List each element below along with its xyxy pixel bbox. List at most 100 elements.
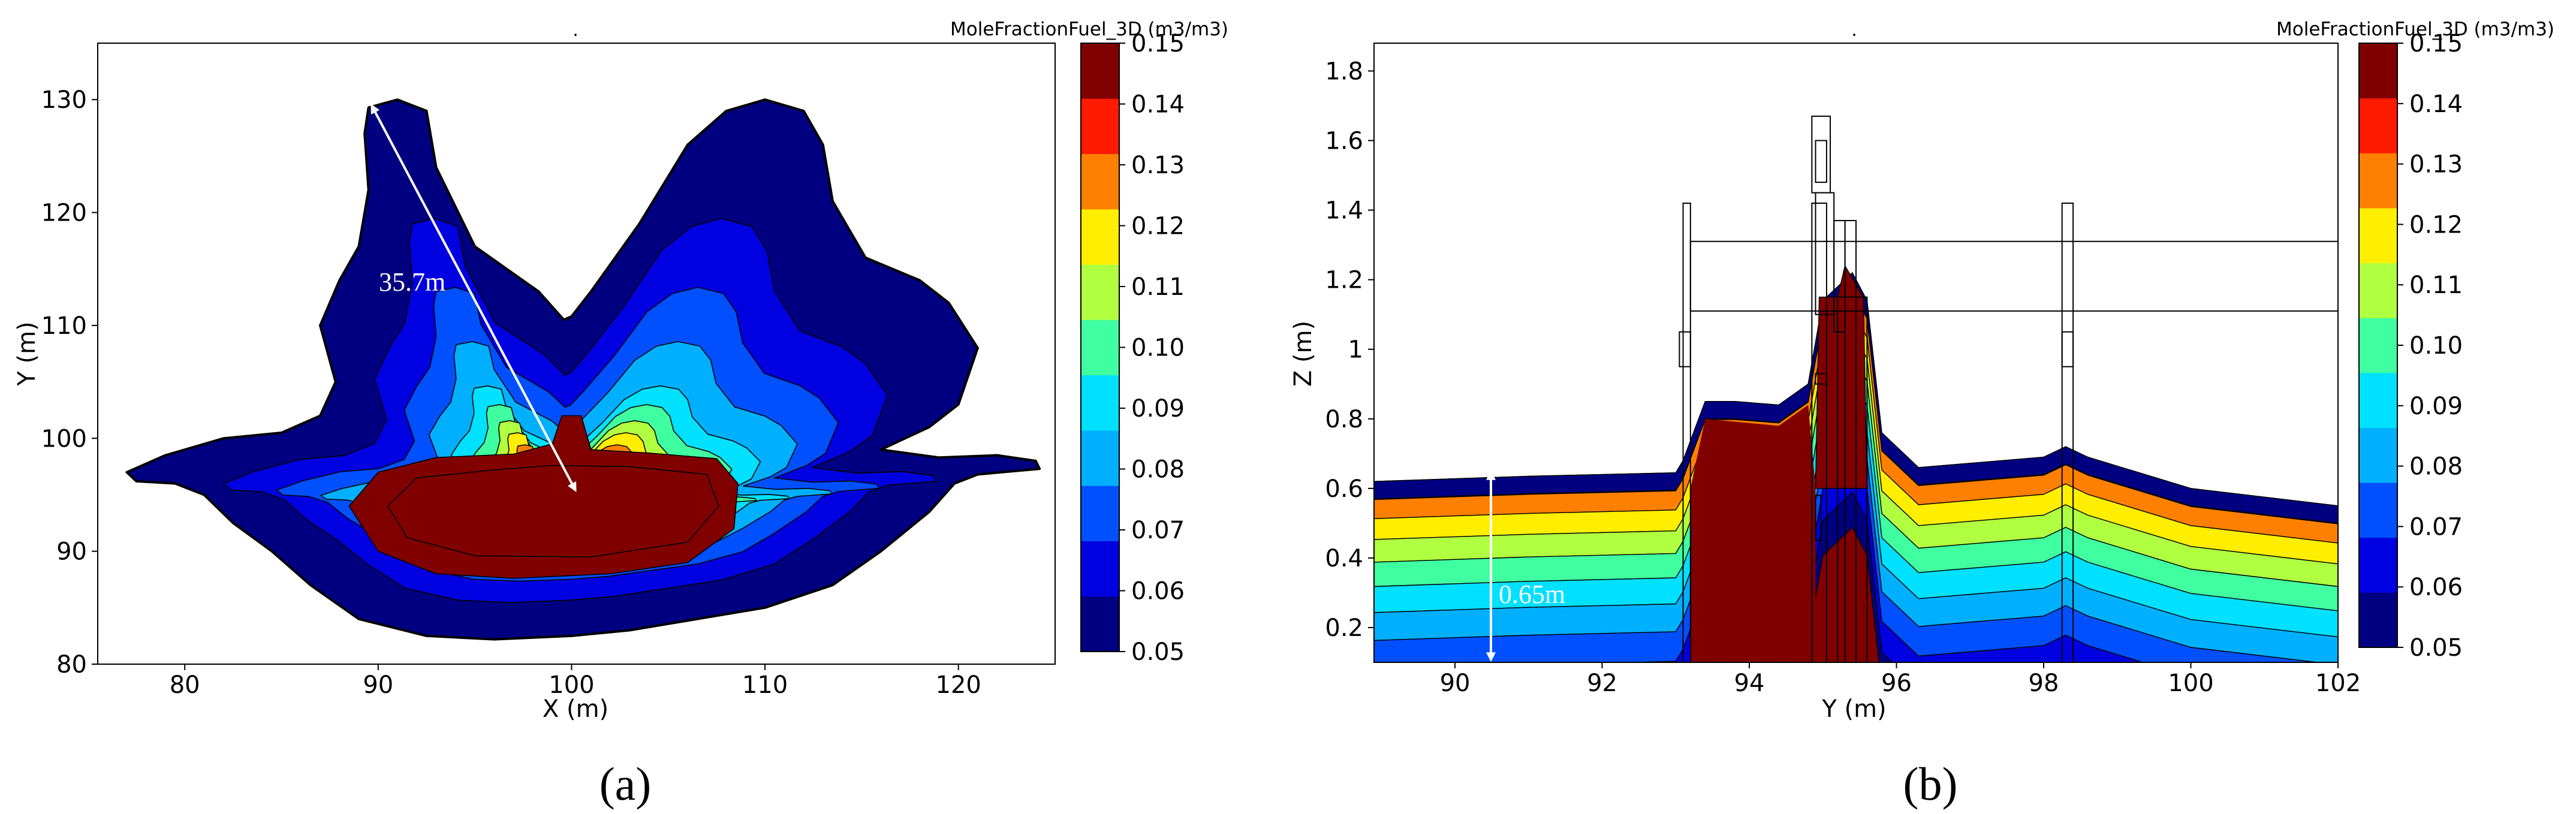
panel-a-y-tick-label: 120 <box>41 200 87 227</box>
panel-b-colorbar-swatch <box>2359 207 2397 264</box>
panel-b-structure-rect <box>1844 219 1857 662</box>
panel-b-structure-rect <box>1679 331 1691 367</box>
panel-a-title: . <box>573 20 579 41</box>
panel-a-y-tick-label: 100 <box>41 425 87 453</box>
panel-a-colorbar-swatch <box>1081 153 1119 210</box>
panel-b-label: (b) <box>1903 758 1958 810</box>
panel-a-x-tick-label: 100 <box>549 671 594 699</box>
distance-annotation: 35.7m <box>379 267 445 297</box>
panel-b-structure-outline <box>1679 115 2338 662</box>
panel-b-axes: 90 92 94 96 98 100 102 0.2 0.4 0.6 0.8 1 1.2 1.4 1.6 1.… <box>1325 58 2361 697</box>
panel-a-colorbar-swatch <box>1081 375 1119 431</box>
panel-a-axes: 80 90 100 110 120 80 90 100 110 120 130 <box>41 86 981 699</box>
panel-b-colorbar-tick-label: 0.12 <box>2409 211 2463 239</box>
panel-a-colorbar-tick-label: 0.07 <box>1131 517 1185 544</box>
panel-b-x-tick-label: 90 <box>1440 670 1471 697</box>
panel-a-colorbar-swatch <box>1081 209 1119 265</box>
panel-b-structure-rect <box>1815 192 1835 315</box>
panel-b-colorbar-tick-label: 0.10 <box>2409 332 2463 360</box>
panel-a-annotation: 35.7m <box>370 104 577 492</box>
panel-b-y-tick-label: 0.4 <box>1325 545 1363 572</box>
panel-b-x-tick-label: 96 <box>1881 670 1912 697</box>
panel-b-colorbar-swatch <box>2359 318 2397 373</box>
panel-a-colorbar-swatch <box>1081 541 1119 597</box>
panel-b-structure-rect <box>1815 495 1822 541</box>
panel-b-x-axis-label: Y (m) <box>1821 695 1886 723</box>
panel-b-colorbar-swatch <box>2359 43 2397 99</box>
panel-b-colorbar-swatch <box>2359 153 2397 209</box>
panel-b-structure-rect <box>1837 296 1868 662</box>
panel-a-colorbar-tick-label: 0.14 <box>1131 91 1185 119</box>
panel-b-structure-rect <box>1815 140 1827 183</box>
panel-b-colorbar-tick-label: 0.06 <box>2409 574 2463 601</box>
panel-b-colorbar-swatch <box>2359 372 2397 428</box>
panel-b-colorbar-tick-label: 0.07 <box>2409 513 2463 541</box>
panel-b-colorbar-title: MoleFractionFuel_3D (m3/m3) <box>2276 19 2554 40</box>
panel-b-y-tick-label: 0.8 <box>1325 406 1363 433</box>
panel-a-colorbar-tick-label: 0.09 <box>1131 395 1185 423</box>
panel-b-colorbar-tick-label: 0.13 <box>2409 151 2463 179</box>
panel-b-contour-core <box>1690 405 1816 662</box>
panel-b-x-tick-label: 100 <box>2168 670 2213 697</box>
panel-b-y-tick-label: 1.6 <box>1325 127 1363 155</box>
panel-b-colorbar-swatch <box>2359 483 2397 538</box>
panel-b-colorbar-swatch <box>2359 592 2397 648</box>
panel-b-colorbar-tick-label: 0.11 <box>2409 272 2463 299</box>
panel-a-colorbar-tick-label: 0.15 <box>1131 30 1185 58</box>
panel-b-plot-frame <box>1373 43 2339 663</box>
panel-a-x-tick-label: 120 <box>936 671 981 699</box>
panel-b: . 0.65m 90 92 94 96 98 100 102 0.2 0.4 0.6 0.8 1 1.2… <box>1289 19 2554 810</box>
panel-b-x-tick-label: 102 <box>2315 670 2361 697</box>
panel-a-plot-frame <box>97 43 1056 665</box>
panel-a-colorbar-swatch <box>1081 319 1119 376</box>
panel-a-x-tick-label: 110 <box>742 671 788 699</box>
panel-a-colorbar-swatch <box>1081 486 1119 541</box>
panel-b-annotation: 0.65m <box>1486 470 1565 662</box>
panel-b-structure-rect <box>2061 331 2074 367</box>
panel-b-colorbar-tick-label: 0.15 <box>2409 30 2463 58</box>
panel-b-x-tick-label: 98 <box>2029 670 2059 697</box>
panel-b-contour-0.05 <box>1374 272 2338 524</box>
panel-b-structure-rect <box>1815 373 1827 385</box>
panel-a-x-tick-label: 80 <box>170 671 200 699</box>
panel-b-colorbar-tick-label: 0.09 <box>2409 393 2463 420</box>
panel-a-colorbar-tick-label: 0.08 <box>1131 456 1185 484</box>
panel-a-y-tick-label: 110 <box>41 312 87 340</box>
panel-a-colorbar-tick-label: 0.13 <box>1131 152 1185 179</box>
panel-a-colorbar-tick-label: 0.06 <box>1131 578 1185 605</box>
panel-a-colorbar-swatch <box>1081 430 1119 486</box>
panel-a-x-tick-label: 90 <box>363 671 393 699</box>
panel-b-colorbar-swatch <box>2359 427 2397 483</box>
panel-b-colorbar-swatch <box>2359 98 2397 153</box>
panel-a-colorbar-swatch <box>1081 596 1119 652</box>
panel-a-colorbar: 0.05 0.06 0.07 0.08 0.09 0.10 0.11 0.12 0.13 0.14… <box>1080 30 1185 666</box>
panel-b-y-tick-label: 1.2 <box>1325 267 1363 294</box>
panel-a-label: (a) <box>599 758 652 810</box>
panel-a: . 35.7m 80 90 100 110 120 80 90 100 110 120 130 X … <box>13 19 1228 810</box>
panel-a-colorbar-tick-label: 0.05 <box>1131 638 1185 666</box>
panel-a-colorbar-swatch <box>1081 98 1119 155</box>
panel-b-y-tick-label: 1.8 <box>1325 58 1363 85</box>
panel-b-x-tick-label: 92 <box>1587 670 1617 697</box>
distance-arrow <box>370 104 577 492</box>
panel-b-source-column <box>1815 264 1868 489</box>
panel-a-colorbar-swatch <box>1081 43 1119 99</box>
panel-a-x-axis-label: X (m) <box>543 695 608 723</box>
panel-a-y-tick-label: 130 <box>41 86 87 114</box>
panel-a-y-tick-label: 90 <box>56 538 87 566</box>
panel-b-colorbar-tick-label: 0.05 <box>2409 634 2463 662</box>
panel-b-colorbar-swatch <box>2359 263 2397 318</box>
panel-a-y-axis-label: Y (m) <box>13 321 41 386</box>
panel-a-y-tick-label: 80 <box>56 651 87 679</box>
panel-b-y-tick-label: 0.2 <box>1325 614 1363 642</box>
panel-a-colorbar-tick-label: 0.12 <box>1131 213 1185 240</box>
panel-b-colorbar-swatch <box>2359 537 2397 593</box>
panel-a-colorbar-swatch <box>1081 264 1119 320</box>
panel-b-x-tick-label: 94 <box>1734 670 1765 697</box>
panel-b-title: . <box>1851 20 1857 41</box>
panel-b-colorbar-tick-label: 0.08 <box>2409 453 2463 481</box>
panel-b-colorbar: 0.05 0.06 0.07 0.08 0.09 0.10 0.11 0.12 0.13 0.14… <box>2358 30 2463 662</box>
panel-b-colorbar-tick-label: 0.14 <box>2409 91 2463 118</box>
panel-b-y-tick-label: 1.4 <box>1325 197 1363 225</box>
